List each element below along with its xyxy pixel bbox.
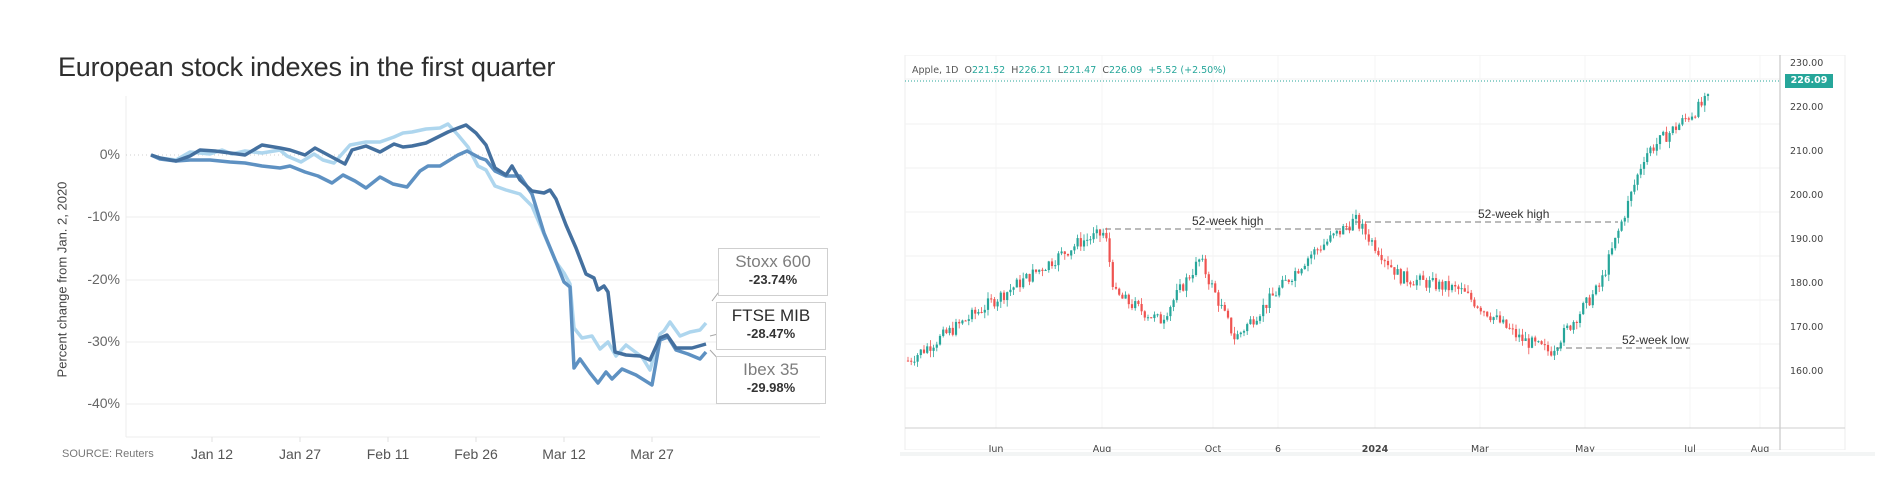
legend-stoxx-600: Stoxx 600 -23.74% [718, 248, 828, 296]
low-value: 221.47 [1063, 65, 1097, 76]
time-tick: Oct [1204, 444, 1222, 455]
legend-name: Ibex 35 [743, 360, 799, 379]
time-tick: 6 [1274, 444, 1282, 455]
change-value: +5.52 (+2.50%) [1148, 65, 1226, 76]
chart-title: European stock indexes in the first quar… [58, 52, 556, 82]
price-tick: 220.00 [1790, 102, 1824, 113]
source-note: SOURCE: Reuters [62, 448, 154, 460]
ohlc-legend: Apple, 1D O221.52 H226.21 L221.47 C226.0… [912, 65, 1226, 76]
x-tick: Mar 27 [630, 446, 674, 462]
high-value: 226.21 [1018, 65, 1052, 76]
time-tick: May [1575, 444, 1595, 455]
time-tick: Aug [1750, 444, 1770, 455]
legend-value: -23.74% [748, 272, 798, 287]
price-tick: 190.00 [1790, 234, 1824, 245]
high-label: H [1011, 65, 1019, 76]
x-tick: Feb 11 [366, 446, 410, 462]
legend-value: -29.98% [746, 380, 796, 395]
symbol-label: Apple, 1D [912, 65, 959, 76]
stoxx-600-line [150, 122, 708, 372]
candles [906, 92, 1710, 367]
open-value: 221.52 [971, 65, 1006, 76]
legend-name: FTSE MIB [731, 306, 811, 325]
x-tick: Feb 26 [454, 446, 498, 462]
y-tick: -20% [87, 271, 120, 287]
legend-name: Stoxx 600 [735, 252, 811, 271]
ibex-35-line [150, 149, 708, 387]
y-tick: -30% [87, 333, 120, 349]
price-tick: 230.00 [1790, 58, 1824, 69]
annotation-52-week-low: 52-week low [1622, 333, 1689, 347]
x-tick: Mar 12 [542, 446, 586, 462]
price-tick: 200.00 [1790, 190, 1824, 201]
time-tick: 2024 [1361, 444, 1389, 455]
annotation-52-week-high: 52-week high [1478, 207, 1550, 221]
price-tick: 170.00 [1790, 322, 1824, 333]
x-tick: Jan 12 [190, 446, 234, 462]
legend-value: -28.47% [746, 326, 796, 341]
legend-ftse-mib: FTSE MIB -28.47% [716, 302, 826, 350]
candlestick-plot-area [904, 55, 1846, 450]
close-value: 226.09 [1108, 65, 1143, 76]
price-tick: 210.00 [1790, 146, 1824, 157]
y-tick: -10% [87, 208, 120, 224]
european-indexes-chart: European stock indexes in the first quar… [0, 0, 860, 500]
low-label: L [1057, 65, 1064, 76]
time-tick: Aug [1092, 444, 1112, 455]
time-tick: Mar [1471, 444, 1489, 455]
time-tick: Jun [988, 444, 1004, 455]
price-tick: 180.00 [1790, 278, 1824, 289]
y-tick: -40% [87, 395, 120, 411]
apple-candlestick-chart: Apple, 1D O221.52 H226.21 L221.47 C226.0… [900, 55, 1850, 455]
last-price-badge: 226.09 [1785, 74, 1833, 88]
price-tick: 160.00 [1790, 366, 1824, 377]
line-plot-area [125, 96, 820, 442]
bottom-divider [900, 452, 1875, 456]
open-label: O [964, 65, 972, 76]
ftse-mib-line [150, 123, 707, 362]
x-tick: Jan 27 [278, 446, 322, 462]
y-tick: 0% [99, 146, 120, 162]
legend-ibex-35: Ibex 35 -29.98% [716, 356, 826, 404]
time-tick: Jul [1684, 444, 1696, 455]
close-label: C [1102, 65, 1109, 76]
annotation-52-week-high: 52-week high [1192, 214, 1264, 228]
